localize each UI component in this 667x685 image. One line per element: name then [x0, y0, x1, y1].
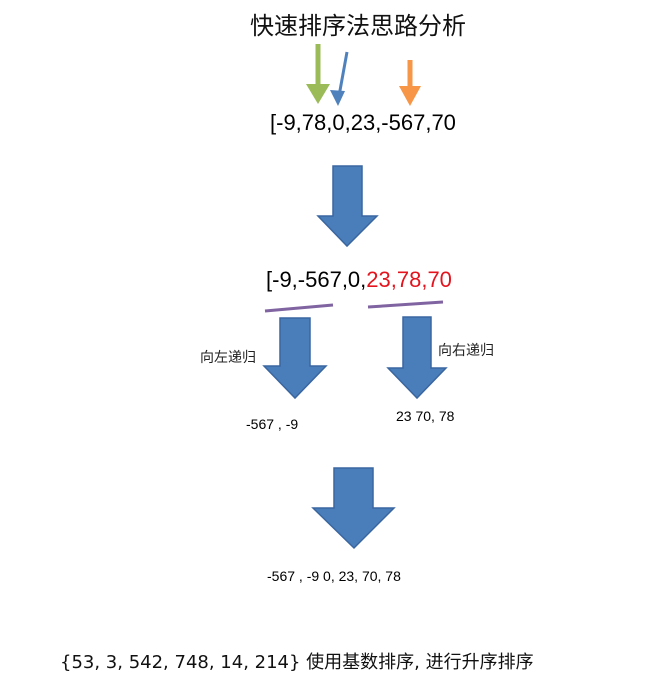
right-partition-underline	[367, 300, 444, 309]
left-partition-underline	[264, 303, 334, 313]
merge-arrow	[311, 467, 396, 550]
down-arrow-main	[316, 165, 379, 248]
green-pointer-arrow	[306, 44, 330, 104]
initial-array: [-9,78,0,23,-567,70	[270, 110, 456, 135]
orange-pointer-arrow	[399, 60, 421, 106]
right-recursion-arrow	[386, 316, 448, 400]
right-result: 23 70, 78	[396, 408, 455, 424]
final-result: -567 , -9 0, 23, 70, 78	[267, 568, 401, 584]
left-recursion-label: 向左递归	[200, 350, 256, 366]
footer-note: {53, 3, 542, 748, 14, 214} 使用基数排序, 进行升序排…	[60, 652, 534, 673]
partitioned-array: [-9,-567,0,23,78,70	[266, 267, 452, 293]
left-result: -567 , -9	[246, 416, 299, 432]
partition-left-text: [-9,-567,0,	[266, 267, 367, 292]
left-recursion-arrow	[262, 317, 328, 400]
right-recursion-label: 向右递归	[438, 343, 494, 359]
blue-pointer-arrow	[330, 51, 349, 106]
diagram-title: 快速排序法思路分析	[250, 12, 466, 40]
partition-right-text: 23,78,70	[366, 267, 452, 292]
